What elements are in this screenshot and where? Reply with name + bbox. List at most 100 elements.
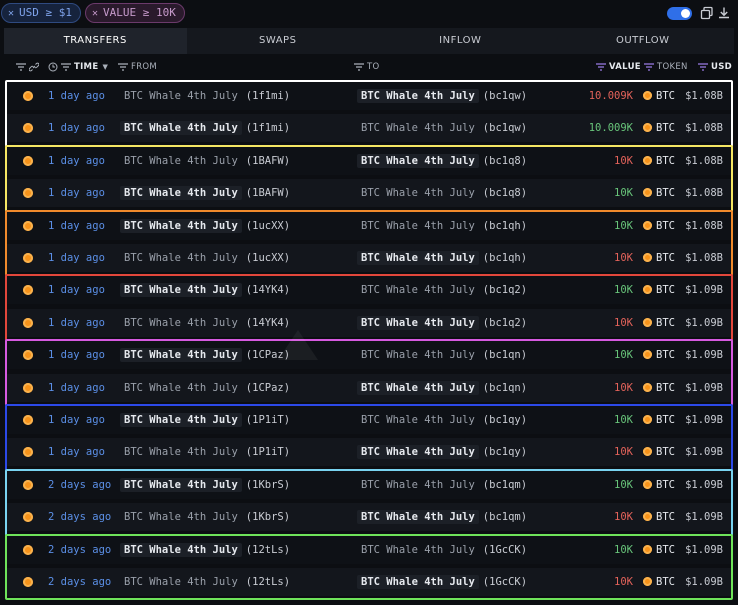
from-address[interactable]: (12tLs) xyxy=(245,543,291,556)
token-cell[interactable]: BTC xyxy=(643,147,675,175)
from-address[interactable]: (1P1iT) xyxy=(245,414,291,426)
from-cell[interactable]: BTC Whale 4th July (14YK4) xyxy=(120,276,290,304)
link-icon[interactable] xyxy=(28,56,42,78)
table-row[interactable]: 1 day ago BTC Whale 4th July (1CPaz) BTC Wh… xyxy=(7,341,731,370)
copy-icon[interactable] xyxy=(700,6,714,20)
from-address[interactable]: (1ucXX) xyxy=(245,219,291,232)
to-cell[interactable]: BTC Whale 4th July (bc1q2) xyxy=(357,309,527,337)
filter-icon[interactable] xyxy=(16,56,29,78)
from-cell[interactable]: BTC Whale 4th July (1f1mi) xyxy=(120,114,290,142)
table-row[interactable]: 1 day ago BTC Whale 4th July (1P1iT) BTC Wh… xyxy=(7,406,731,434)
from-entity[interactable]: BTC Whale 4th July xyxy=(124,446,238,459)
tab-transfers[interactable]: TRANSFERS xyxy=(4,28,187,54)
table-row[interactable]: 2 days ago BTC Whale 4th July (12tLs) BTC W… xyxy=(7,568,731,596)
time-column-header[interactable]: TIME ▼ xyxy=(48,56,108,78)
to-cell[interactable]: BTC Whale 4th July (bc1qn) xyxy=(357,374,527,402)
table-row[interactable]: 1 day ago BTC Whale 4th July (1BAFW) BTC Wh… xyxy=(7,179,731,208)
from-entity[interactable]: BTC Whale 4th July xyxy=(124,576,238,588)
to-entity[interactable]: BTC Whale 4th July xyxy=(357,315,479,330)
token-cell[interactable]: BTC xyxy=(643,276,675,304)
to-cell[interactable]: BTC Whale 4th July (bc1qn) xyxy=(357,341,527,369)
token-cell[interactable]: BTC xyxy=(643,82,675,110)
time-cell[interactable]: 1 day ago xyxy=(48,446,105,459)
token-cell[interactable]: BTC xyxy=(643,438,675,466)
from-address[interactable]: (1P1iT) xyxy=(245,446,291,459)
to-address[interactable]: (1GcCK) xyxy=(482,543,528,556)
table-row[interactable]: 1 day ago BTC Whale 4th July (1CPaz) BTC Wh… xyxy=(7,373,731,402)
to-entity[interactable]: BTC Whale 4th July xyxy=(357,153,479,168)
from-cell[interactable]: BTC Whale 4th July (1BAFW) xyxy=(120,147,290,175)
token-cell[interactable]: BTC xyxy=(643,536,675,564)
from-cell[interactable]: BTC Whale 4th July (1CPaz) xyxy=(120,374,290,402)
filter-icon[interactable] xyxy=(644,62,654,71)
from-entity[interactable]: BTC Whale 4th July xyxy=(124,252,238,264)
from-entity[interactable]: BTC Whale 4th July xyxy=(124,90,238,102)
to-cell[interactable]: BTC Whale 4th July (bc1q8) xyxy=(357,179,527,207)
to-entity[interactable]: BTC Whale 4th July xyxy=(361,543,475,556)
from-entity[interactable]: BTC Whale 4th July xyxy=(120,477,242,492)
to-entity[interactable]: BTC Whale 4th July xyxy=(361,349,475,362)
from-address[interactable]: (1BAFW) xyxy=(245,154,291,167)
from-cell[interactable]: BTC Whale 4th July (1ucXX) xyxy=(120,212,290,240)
to-entity[interactable]: BTC Whale 4th July xyxy=(361,478,475,491)
to-entity[interactable]: BTC Whale 4th July xyxy=(361,219,475,232)
from-address[interactable]: (1ucXX) xyxy=(245,252,291,264)
token-cell[interactable]: BTC xyxy=(643,406,675,434)
to-address[interactable]: (bc1qn) xyxy=(482,381,528,394)
to-entity[interactable]: BTC Whale 4th July xyxy=(357,380,479,395)
from-address[interactable]: (1f1mi) xyxy=(245,122,291,135)
filter-icon[interactable] xyxy=(118,62,128,71)
time-cell[interactable]: 2 days ago xyxy=(48,478,112,491)
from-entity[interactable]: BTC Whale 4th July xyxy=(120,413,242,427)
to-address[interactable]: (bc1qh) xyxy=(482,219,528,232)
table-row[interactable]: 1 day ago BTC Whale 4th July (1ucXX) BTC Wh… xyxy=(7,211,731,240)
usd-column-header[interactable]: USD xyxy=(698,56,732,78)
from-entity[interactable]: BTC Whale 4th July xyxy=(120,283,242,298)
from-entity[interactable]: BTC Whale 4th July xyxy=(120,542,242,557)
from-cell[interactable]: BTC Whale 4th July (1CPaz) xyxy=(120,341,290,369)
to-address[interactable]: (bc1qm) xyxy=(482,511,528,524)
table-row[interactable]: 1 day ago BTC Whale 4th July (1ucXX) BTC Wh… xyxy=(7,244,731,272)
from-cell[interactable]: BTC Whale 4th July (1P1iT) xyxy=(120,406,290,434)
download-icon[interactable] xyxy=(717,6,731,20)
to-cell[interactable]: BTC Whale 4th July (1GcCK) xyxy=(357,568,527,596)
from-entity[interactable]: BTC Whale 4th July xyxy=(124,316,238,329)
to-entity[interactable]: BTC Whale 4th July xyxy=(361,187,475,200)
to-entity[interactable]: BTC Whale 4th July xyxy=(361,414,475,426)
to-address[interactable]: (bc1qw) xyxy=(482,122,528,135)
token-cell[interactable]: BTC xyxy=(643,568,675,596)
from-address[interactable]: (1CPaz) xyxy=(245,381,291,394)
table-row[interactable]: 2 days ago BTC Whale 4th July (1KbrS) BTC W… xyxy=(7,470,731,499)
time-cell[interactable]: 1 day ago xyxy=(48,349,105,362)
token-cell[interactable]: BTC xyxy=(643,114,675,142)
time-cell[interactable]: 1 day ago xyxy=(48,414,105,426)
from-entity[interactable]: BTC Whale 4th July xyxy=(120,348,242,363)
time-cell[interactable]: 1 day ago xyxy=(48,252,105,264)
to-cell[interactable]: BTC Whale 4th July (bc1qm) xyxy=(357,471,527,499)
table-row[interactable]: 1 day ago BTC Whale 4th July (1f1mi) BTC Wh… xyxy=(7,82,731,110)
to-address[interactable]: (bc1q8) xyxy=(482,154,528,167)
from-address[interactable]: (1f1mi) xyxy=(245,90,291,102)
time-cell[interactable]: 1 day ago xyxy=(48,381,105,394)
filter-icon[interactable] xyxy=(354,62,364,71)
token-cell[interactable]: BTC xyxy=(643,471,675,499)
token-cell[interactable]: BTC xyxy=(643,244,675,272)
to-cell[interactable]: BTC Whale 4th July (bc1qm) xyxy=(357,503,527,531)
filter-chip-value[interactable]: ✕ VALUE ≥ 10K xyxy=(85,3,185,23)
token-cell[interactable]: BTC xyxy=(643,212,675,240)
from-entity[interactable]: BTC Whale 4th July xyxy=(124,154,238,167)
token-cell[interactable]: BTC xyxy=(643,179,675,207)
table-row[interactable]: 1 day ago BTC Whale 4th July (14YK4) BTC Wh… xyxy=(7,308,731,337)
from-entity[interactable]: BTC Whale 4th July xyxy=(124,381,238,394)
to-entity[interactable]: BTC Whale 4th July xyxy=(357,575,479,589)
to-address[interactable]: (bc1qh) xyxy=(482,252,528,264)
to-address[interactable]: (bc1qy) xyxy=(482,414,528,426)
table-row[interactable]: 1 day ago BTC Whale 4th July (1P1iT) BTC Wh… xyxy=(7,438,731,467)
from-address[interactable]: (1KbrS) xyxy=(245,478,291,491)
tab-inflow[interactable]: INFLOW xyxy=(439,35,482,46)
toggle-switch[interactable] xyxy=(667,7,692,20)
filter-icon[interactable] xyxy=(596,62,606,71)
to-entity[interactable]: BTC Whale 4th July xyxy=(357,445,479,460)
time-cell[interactable]: 2 days ago xyxy=(48,511,112,524)
from-cell[interactable]: BTC Whale 4th July (1KbrS) xyxy=(120,471,290,499)
